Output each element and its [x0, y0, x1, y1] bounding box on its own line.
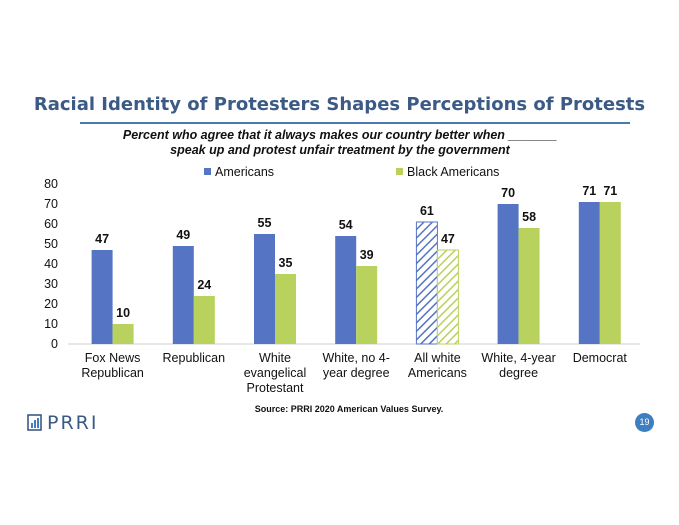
source-note: Source: PRRI 2020 American Values Survey… — [255, 404, 444, 414]
x-category-label: All white Americans — [408, 351, 467, 380]
x-category-label: Fox News Republican — [81, 351, 144, 380]
legend-label: Americans — [215, 165, 274, 179]
bar-black-americans — [356, 266, 378, 344]
y-tick-label: 40 — [44, 257, 58, 271]
x-category-label: White evangelical Protestant — [244, 351, 307, 395]
data-label: 35 — [279, 256, 293, 270]
data-labels: 47 10 49 24 55 35 54 39 61 47 70 58 71 71 — [95, 184, 617, 320]
chart-legend: Americans Black Americans — [204, 165, 499, 179]
bar-black-americans — [275, 274, 296, 344]
bar-black-americans — [436, 249, 459, 345]
y-tick-label: 80 — [44, 177, 58, 191]
data-label: 10 — [116, 306, 130, 320]
data-label: 61 — [420, 204, 434, 218]
page-number-badge: 19 — [635, 413, 654, 432]
data-label: 71 — [582, 184, 596, 198]
x-category-label-line: Fox News — [85, 351, 141, 365]
data-label: 71 — [603, 184, 617, 198]
data-label: 49 — [176, 228, 190, 242]
bar-americans — [415, 221, 438, 345]
bar-americans — [497, 204, 519, 344]
x-category-label-line: White, no 4- — [323, 351, 390, 365]
prri-logo-text: PRRI — [47, 412, 99, 434]
y-tick-label: 30 — [44, 277, 58, 291]
bar-americans — [91, 250, 113, 344]
y-tick-label: 70 — [44, 197, 58, 211]
legend-label: Black Americans — [407, 165, 499, 179]
y-axis: 0 10 20 30 40 50 60 70 80 — [44, 177, 641, 351]
bar-black-americans — [599, 202, 621, 344]
x-category-label-line: year degree — [323, 366, 390, 380]
x-category-label-line: evangelical — [244, 366, 307, 380]
legend-swatch — [396, 168, 403, 175]
x-category-label-line: degree — [499, 366, 538, 380]
chart-title: Racial Identity of Protesters Shapes Per… — [33, 94, 646, 115]
bar-black-americans — [112, 324, 134, 344]
x-category-label: White, 4-year degree — [481, 351, 555, 380]
x-category-label-line: Protestant — [247, 381, 305, 395]
data-label: 58 — [522, 210, 536, 224]
x-category-label-line: Republican — [81, 366, 144, 380]
y-tick-label: 10 — [44, 317, 58, 331]
y-tick-label: 50 — [44, 237, 58, 251]
x-category-label-line: Americans — [408, 366, 467, 380]
bar-americans — [254, 234, 275, 344]
data-label: 47 — [95, 232, 109, 246]
y-tick-label: 20 — [44, 297, 58, 311]
bar-americans — [335, 236, 357, 344]
prri-logo-icon — [27, 414, 42, 431]
bar-americans — [578, 202, 600, 344]
data-label: 70 — [501, 186, 515, 200]
legend-swatch — [204, 168, 211, 175]
y-tick-label: 0 — [51, 337, 58, 351]
x-category-label: White, no 4-year degree — [323, 351, 390, 380]
data-label: 47 — [441, 232, 455, 246]
x-category-label-line: Republican — [163, 351, 226, 365]
prri-logo: PRRI — [27, 412, 98, 434]
x-category-label-line: All white — [414, 351, 461, 365]
subtitle-line-2: speak up and protest unfair treatment by… — [170, 143, 510, 157]
x-category-label: Republican — [163, 351, 226, 365]
bar-black-americans — [518, 228, 540, 344]
x-category-label-line: White — [259, 351, 291, 365]
x-category-label-line: White, 4-year — [481, 351, 555, 365]
y-tick-label: 60 — [44, 217, 58, 231]
x-category-label-line: Democrat — [573, 351, 628, 365]
bars — [91, 202, 621, 345]
title-underline — [80, 122, 630, 124]
bar-black-americans — [193, 296, 215, 344]
data-label: 39 — [360, 248, 374, 262]
x-category-label: Democrat — [573, 351, 628, 365]
data-label: 55 — [258, 216, 272, 230]
subtitle-line-1: Percent who agree that it always makes o… — [122, 128, 558, 142]
chart-subtitle: Percent who agree that it always makes o… — [90, 128, 590, 158]
data-label: 54 — [339, 218, 353, 232]
data-label: 24 — [197, 278, 211, 292]
bar-americans — [172, 246, 194, 344]
